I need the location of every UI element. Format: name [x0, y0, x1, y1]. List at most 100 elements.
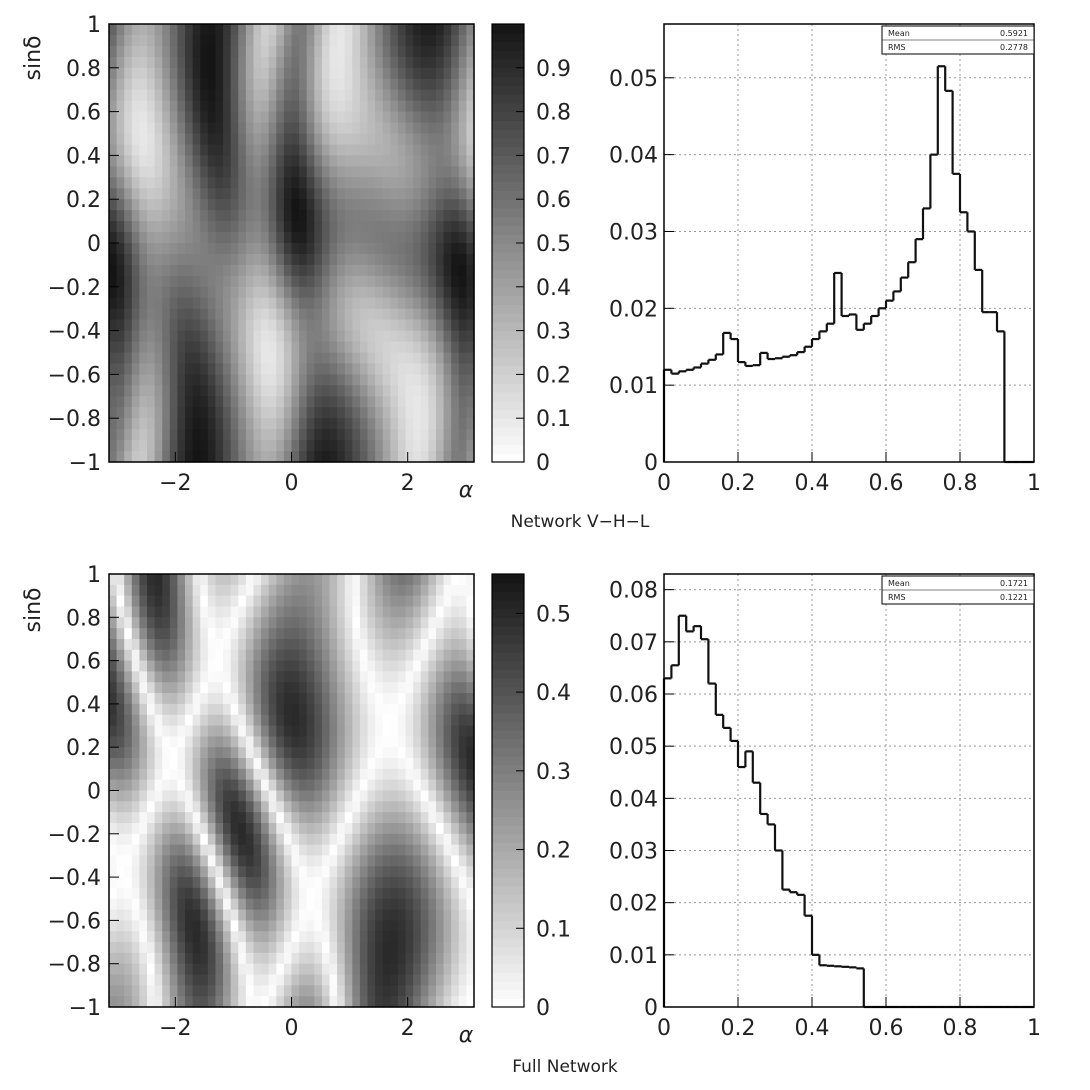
heat-cell: [162, 24, 171, 36]
heat-cell: [337, 963, 346, 976]
heat-cell: [207, 341, 217, 354]
heat-cell: [109, 584, 118, 597]
heat-cell: [268, 78, 277, 91]
heat-cell: [435, 595, 445, 608]
heat-cell: [109, 877, 118, 889]
heat-cell: [291, 628, 300, 640]
heat-cell: [299, 963, 308, 976]
heat-cell: [261, 78, 270, 91]
heat-cell: [154, 887, 163, 900]
heat-cell: [382, 693, 391, 705]
heat-cell: [420, 330, 429, 343]
heat-cell: [276, 210, 285, 222]
heat-cell: [283, 996, 293, 1008]
heat-cell: [276, 286, 285, 299]
heat-cell: [359, 682, 369, 694]
heat-cell: [321, 779, 331, 792]
heat-cell: [185, 243, 194, 255]
heat-cell: [451, 232, 460, 244]
heat-cell: [162, 188, 171, 200]
heat-cell: [177, 887, 186, 900]
heat-cell: [428, 606, 437, 618]
heat-cell: [283, 418, 293, 430]
heat-cell: [253, 275, 262, 288]
heat-cell: [359, 628, 369, 640]
heat-cell: [207, 210, 217, 222]
heat-cell: [223, 78, 232, 91]
heat-cell: [245, 671, 255, 683]
heat-cell: [428, 144, 437, 156]
heat-cell: [200, 833, 209, 846]
heat-cell: [124, 155, 133, 167]
heat-cell: [215, 963, 224, 976]
heat-cell: [344, 985, 353, 997]
heat-cell: [451, 341, 460, 354]
heat-cell: [435, 747, 445, 759]
heat-cell: [147, 122, 156, 135]
heat-cell: [131, 920, 141, 932]
heat-cell: [131, 682, 141, 694]
heat-cell: [177, 747, 186, 759]
heat-cell: [359, 703, 369, 716]
heat-cell: [397, 374, 407, 386]
heat-cell: [405, 714, 414, 727]
colorbar-frame: [491, 573, 525, 1008]
heat-cell: [116, 844, 125, 857]
colorbar-band: [492, 790, 524, 800]
stats-mean-label: Mean: [888, 29, 910, 38]
heat-cell: [321, 671, 331, 683]
heat-cell: [375, 253, 384, 266]
heat-cell: [109, 374, 118, 386]
heat-cell: [147, 768, 156, 781]
heat-cell: [109, 407, 118, 419]
heat-cell: [177, 451, 186, 463]
heat-cell: [367, 801, 376, 813]
heat-cell: [382, 385, 391, 397]
heat-cell: [215, 243, 224, 255]
heat-cell: [390, 649, 399, 662]
heat-cell: [276, 844, 285, 857]
heat-cell: [283, 822, 293, 835]
heat-cell: [382, 67, 391, 80]
heat-cell: [306, 931, 315, 943]
heat-cell: [109, 177, 118, 189]
heat-cell: [131, 628, 141, 640]
heat-cell: [207, 144, 217, 156]
heat-cell: [337, 931, 346, 943]
heat-cell: [382, 144, 391, 156]
heat-cell: [185, 747, 194, 759]
heat-cell: [329, 297, 338, 310]
heat-cell: [413, 352, 422, 365]
heat-cell: [215, 330, 224, 343]
heat-cell: [306, 768, 315, 781]
heat-cell: [169, 253, 179, 266]
heat-cell: [451, 736, 460, 748]
heat-cell: [359, 617, 369, 629]
heat-cell: [291, 352, 300, 365]
heat-cell: [200, 24, 209, 36]
heat-cell: [162, 606, 171, 618]
heat-cell: [375, 122, 384, 135]
heat-cell: [405, 985, 414, 997]
heat-cell: [109, 952, 118, 965]
heat-cell: [314, 996, 323, 1008]
heat-cell: [367, 768, 376, 781]
heat-cell: [109, 199, 118, 211]
heat-cell: [283, 385, 293, 397]
heat-cell: [261, 111, 270, 124]
heat-cell: [344, 606, 353, 618]
heat-cell: [428, 931, 437, 943]
heat-cell: [291, 898, 300, 911]
heat-cell: [291, 660, 300, 673]
heat-cell: [139, 188, 148, 200]
heat-cell: [192, 758, 201, 770]
heat-cell: [245, 801, 255, 813]
heat-cell: [382, 628, 391, 640]
heat-cell: [390, 866, 399, 878]
heat-cell: [420, 703, 429, 716]
heat-cell: [435, 920, 445, 932]
heat-cell: [169, 822, 179, 835]
heat-cell: [397, 418, 407, 430]
heat-cell: [200, 385, 209, 397]
heat-cell: [261, 89, 270, 102]
